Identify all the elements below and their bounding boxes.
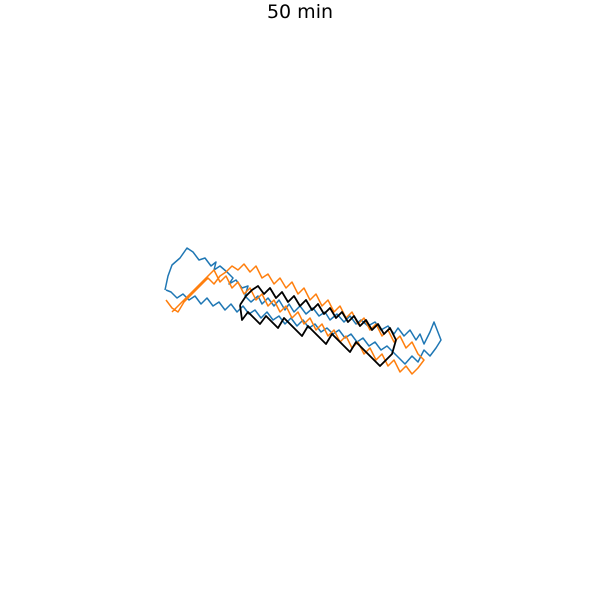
series-layer xyxy=(164,247,442,375)
series-line-2 xyxy=(165,263,425,375)
chart-title: 50 min xyxy=(266,1,334,23)
series-line-3 xyxy=(239,285,397,367)
series-line-1 xyxy=(164,247,442,365)
